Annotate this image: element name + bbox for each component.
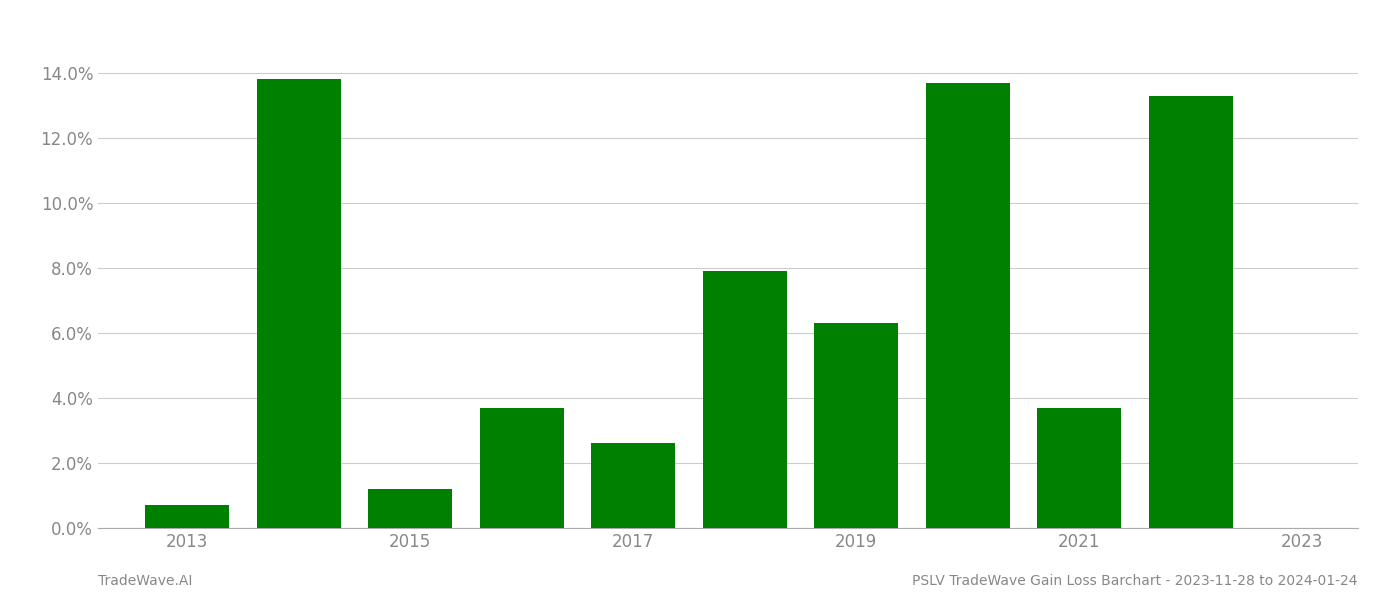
Bar: [1037, 407, 1121, 528]
Bar: [925, 83, 1009, 528]
Bar: [1149, 95, 1232, 528]
Text: PSLV TradeWave Gain Loss Barchart - 2023-11-28 to 2024-01-24: PSLV TradeWave Gain Loss Barchart - 2023…: [913, 574, 1358, 588]
Bar: [815, 323, 897, 528]
Bar: [368, 489, 452, 528]
Bar: [256, 79, 340, 528]
Bar: [703, 271, 787, 528]
Bar: [146, 505, 230, 528]
Bar: [480, 407, 564, 528]
Bar: [591, 443, 675, 528]
Text: TradeWave.AI: TradeWave.AI: [98, 574, 192, 588]
